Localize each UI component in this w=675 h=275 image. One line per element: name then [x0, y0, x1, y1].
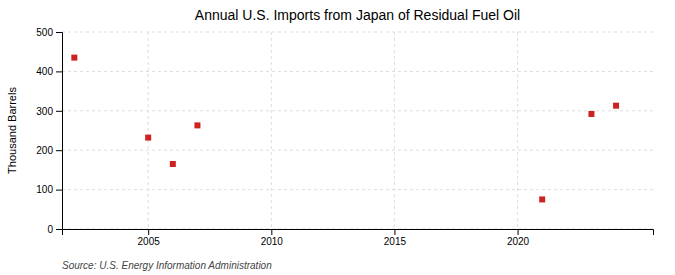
tick-mark — [56, 32, 62, 33]
tick-label: 2020 — [507, 236, 530, 247]
tick-mark — [56, 111, 62, 112]
tick-label: 2015 — [384, 236, 407, 247]
point — [170, 161, 176, 167]
tick-label: 100 — [36, 184, 53, 195]
tick: 2015 — [384, 229, 407, 247]
tick: 2020 — [507, 229, 530, 247]
tick: 400 — [36, 66, 62, 77]
tick-label: 0 — [47, 224, 53, 235]
tick: 100 — [36, 184, 62, 195]
tick-mark — [148, 229, 149, 235]
grid-line — [148, 32, 149, 229]
tick-mark — [56, 150, 62, 151]
y-axis: 0 100 200 300 400 500 — [36, 27, 62, 235]
tick-label: 200 — [36, 145, 53, 156]
tick-label: 500 — [36, 27, 53, 38]
x-axis: 2005 2010 2015 2020 — [63, 229, 654, 247]
point — [71, 55, 77, 61]
grid-line — [62, 110, 653, 111]
grid-line — [62, 32, 653, 33]
tick: 300 — [36, 106, 62, 117]
point — [194, 122, 200, 128]
axis-line — [63, 230, 654, 236]
tick-mark — [394, 229, 395, 235]
title: Annual U.S. Imports from Japan of Residu… — [195, 7, 520, 23]
tick-label: 2010 — [261, 236, 284, 247]
point — [539, 196, 545, 202]
tick-mark — [518, 229, 519, 235]
grid-line — [62, 150, 653, 151]
tick-label: 300 — [36, 106, 53, 117]
point — [588, 111, 594, 117]
points — [71, 55, 619, 203]
point — [145, 135, 151, 141]
tick-mark — [271, 229, 272, 235]
tick: 2005 — [138, 229, 161, 247]
chart: 2005 2010 2015 2020 0 100 200 300 400 500 Annual U… — [0, 0, 675, 275]
grid-line — [271, 32, 272, 229]
grid-line — [62, 189, 653, 190]
tick-label: 2005 — [138, 236, 161, 247]
tick-mark — [56, 190, 62, 191]
plot: 2005 2010 2015 2020 0 100 200 300 400 500 — [36, 27, 653, 247]
grid-line — [394, 32, 395, 229]
axis-line — [56, 33, 63, 230]
annotation: Source: U.S. Energy Information Administ… — [62, 260, 272, 271]
tick: 200 — [36, 145, 62, 156]
tick-label: 400 — [36, 66, 53, 77]
y-axis-title: Thousand Barrels — [6, 87, 18, 174]
grid-line — [517, 32, 518, 229]
grid — [62, 32, 653, 229]
point — [613, 103, 619, 109]
tick: 0 — [47, 224, 62, 235]
tick-mark — [56, 71, 62, 72]
grid-line — [62, 71, 653, 72]
tick-mark — [56, 229, 62, 230]
tick: 2010 — [261, 229, 284, 247]
tick: 500 — [36, 27, 62, 38]
